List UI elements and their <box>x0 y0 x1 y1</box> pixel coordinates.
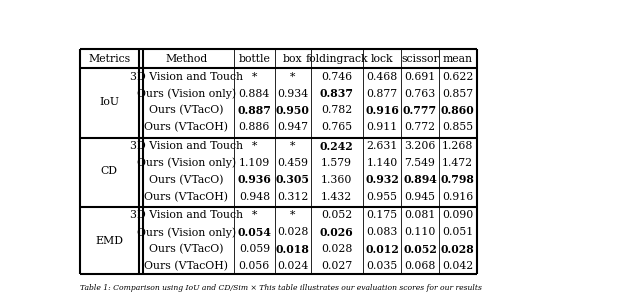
Text: 1.109: 1.109 <box>239 158 270 168</box>
Text: 0.028: 0.028 <box>441 244 475 255</box>
Text: 0.887: 0.887 <box>237 105 271 116</box>
Text: 0.948: 0.948 <box>239 192 270 202</box>
Text: 0.051: 0.051 <box>442 227 474 237</box>
Text: EMD: EMD <box>95 236 124 246</box>
Text: 0.837: 0.837 <box>320 88 354 99</box>
Text: 1.360: 1.360 <box>321 175 353 185</box>
Text: 0.777: 0.777 <box>403 105 437 116</box>
Text: scissor: scissor <box>401 53 439 64</box>
Text: 0.175: 0.175 <box>367 210 397 220</box>
Text: 0.955: 0.955 <box>367 192 397 202</box>
Text: foldingrack: foldingrack <box>305 53 368 64</box>
Text: 0.056: 0.056 <box>239 261 270 271</box>
Text: 0.947: 0.947 <box>277 122 308 132</box>
Text: 0.945: 0.945 <box>404 192 435 202</box>
Text: Ours (VTacOH): Ours (VTacOH) <box>144 122 228 133</box>
Text: 0.772: 0.772 <box>404 122 436 132</box>
Text: 0.746: 0.746 <box>321 72 352 82</box>
Text: 0.765: 0.765 <box>321 122 352 132</box>
Text: 0.468: 0.468 <box>367 72 397 82</box>
Text: 0.622: 0.622 <box>442 72 474 82</box>
Text: *: * <box>252 141 257 151</box>
Text: 1.579: 1.579 <box>321 158 352 168</box>
Text: 0.028: 0.028 <box>277 227 308 237</box>
Text: Ours (VTacO): Ours (VTacO) <box>149 175 223 185</box>
Text: 0.763: 0.763 <box>404 88 436 99</box>
Text: IoU: IoU <box>99 97 119 107</box>
Text: bottle: bottle <box>239 53 270 64</box>
Text: 1.268: 1.268 <box>442 141 474 151</box>
Text: 0.950: 0.950 <box>276 105 310 116</box>
Text: 3D Vision and Touch: 3D Vision and Touch <box>130 72 243 82</box>
Text: lock: lock <box>371 53 394 64</box>
Text: Table 1: Comparison using IoU and CD/Sim × This table illustrates our evaluation: Table 1: Comparison using IoU and CD/Sim… <box>80 284 482 292</box>
Text: 0.916: 0.916 <box>442 192 474 202</box>
Text: 0.916: 0.916 <box>365 105 399 116</box>
Text: 2.631: 2.631 <box>366 141 397 151</box>
Text: 0.932: 0.932 <box>365 174 399 185</box>
Text: 7.549: 7.549 <box>404 158 435 168</box>
Text: 0.934: 0.934 <box>277 88 308 99</box>
Text: 0.798: 0.798 <box>441 174 475 185</box>
Text: 0.083: 0.083 <box>366 227 397 237</box>
Text: 3.206: 3.206 <box>404 141 436 151</box>
Text: 0.027: 0.027 <box>321 261 352 271</box>
Text: 0.936: 0.936 <box>237 174 271 185</box>
Text: 0.911: 0.911 <box>367 122 397 132</box>
Text: 0.054: 0.054 <box>237 227 271 238</box>
Text: *: * <box>252 210 257 220</box>
Text: 0.052: 0.052 <box>321 210 352 220</box>
Text: 1.140: 1.140 <box>367 158 397 168</box>
Text: 0.028: 0.028 <box>321 244 353 254</box>
Text: 0.035: 0.035 <box>367 261 397 271</box>
Text: 0.110: 0.110 <box>404 227 436 237</box>
Text: Ours (Vision only): Ours (Vision only) <box>136 158 236 168</box>
Text: Ours (Vision only): Ours (Vision only) <box>136 88 236 99</box>
Text: 0.884: 0.884 <box>239 88 270 99</box>
Text: CD: CD <box>100 167 118 176</box>
Text: 0.855: 0.855 <box>442 122 473 132</box>
Text: 1.472: 1.472 <box>442 158 473 168</box>
Text: Ours (Vision only): Ours (Vision only) <box>136 227 236 238</box>
Text: 0.012: 0.012 <box>365 244 399 255</box>
Text: 0.877: 0.877 <box>367 88 397 99</box>
Text: 0.857: 0.857 <box>442 88 473 99</box>
Text: Ours (VTacO): Ours (VTacO) <box>149 105 223 116</box>
Text: 0.459: 0.459 <box>277 158 308 168</box>
Text: 0.068: 0.068 <box>404 261 436 271</box>
Text: 0.312: 0.312 <box>277 192 308 202</box>
Text: mean: mean <box>443 53 473 64</box>
Text: 0.090: 0.090 <box>442 210 474 220</box>
Text: 0.242: 0.242 <box>320 141 353 152</box>
Text: 3D Vision and Touch: 3D Vision and Touch <box>130 141 243 151</box>
Text: 0.042: 0.042 <box>442 261 474 271</box>
Text: Metrics: Metrics <box>88 53 131 64</box>
Text: 1.432: 1.432 <box>321 192 352 202</box>
Text: *: * <box>290 141 296 151</box>
Text: 0.305: 0.305 <box>276 174 310 185</box>
Text: 0.052: 0.052 <box>403 244 437 255</box>
Text: 0.691: 0.691 <box>404 72 436 82</box>
Text: 0.860: 0.860 <box>441 105 475 116</box>
Text: 0.782: 0.782 <box>321 106 352 116</box>
Text: Method: Method <box>165 53 207 64</box>
Text: *: * <box>252 72 257 82</box>
Text: 0.059: 0.059 <box>239 244 270 254</box>
Text: *: * <box>290 72 296 82</box>
Text: 0.024: 0.024 <box>277 261 308 271</box>
Text: 0.018: 0.018 <box>276 244 310 255</box>
Text: box: box <box>283 53 303 64</box>
Text: 0.026: 0.026 <box>320 227 353 238</box>
Text: 3D Vision and Touch: 3D Vision and Touch <box>130 210 243 220</box>
Text: *: * <box>290 210 296 220</box>
Text: Ours (VTacO): Ours (VTacO) <box>149 244 223 254</box>
Text: 0.081: 0.081 <box>404 210 436 220</box>
Text: Ours (VTacOH): Ours (VTacOH) <box>144 191 228 202</box>
Text: 0.886: 0.886 <box>239 122 270 132</box>
Text: Ours (VTacOH): Ours (VTacOH) <box>144 261 228 271</box>
Text: 0.894: 0.894 <box>403 174 437 185</box>
